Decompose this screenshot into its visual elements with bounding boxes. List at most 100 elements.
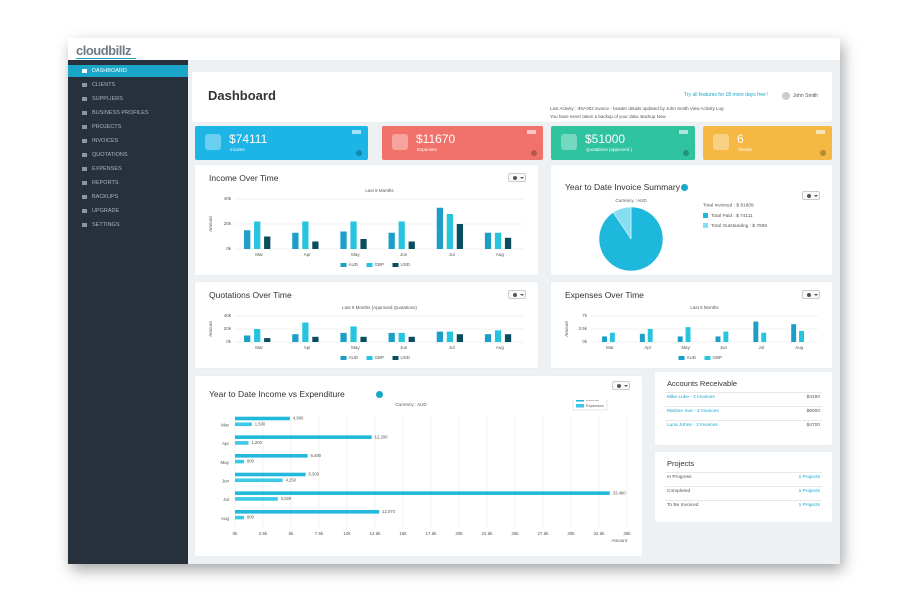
row-label[interactable]: Martine Sue - 2 Invoices <box>667 409 719 414</box>
user-avatar <box>782 92 790 100</box>
legend-swatch <box>340 356 347 360</box>
legend-label: GBP <box>375 355 385 360</box>
row-divider <box>665 420 822 421</box>
sidebar-label[interactable]: INVOICES <box>92 137 119 144</box>
settings-button[interactable] <box>802 290 820 299</box>
sidebar-label[interactable]: BUSINESS PROFILES <box>92 109 149 116</box>
panel-title: Accounts Receivable <box>667 379 738 388</box>
sidebar-item[interactable]: REPORTS <box>68 177 188 189</box>
x-tick-label: 10k <box>343 531 351 536</box>
legend-label: Expenses <box>586 403 604 408</box>
sidebar-label[interactable]: SUPPLIERS <box>92 95 123 102</box>
row-label[interactable]: Mike Luke - 2 Invoices <box>667 395 715 400</box>
row-value: $4700 <box>806 423 820 428</box>
data-label: 6,300 <box>309 472 320 477</box>
gear-icon <box>513 176 517 180</box>
stat-card: 6 Clients <box>703 126 832 160</box>
bar <box>436 331 443 342</box>
sidebar-item[interactable]: SETTINGS <box>68 219 188 231</box>
bar <box>264 236 271 249</box>
data-label: 6,480 <box>311 453 322 458</box>
pie-slice <box>612 206 632 240</box>
y-tick-label: Jun <box>222 479 230 484</box>
data-label: 12,200 <box>375 434 388 439</box>
sidebar-icon <box>82 223 87 227</box>
bar <box>235 472 306 477</box>
x-tick-label: Jun <box>720 345 728 350</box>
sidebar-label[interactable]: BACKUPS <box>92 193 119 200</box>
x-tick-label: May <box>681 345 690 350</box>
sidebar-item[interactable]: BACKUPS <box>68 191 188 203</box>
bar <box>715 336 721 342</box>
sidebar-label[interactable]: REPORTS <box>92 179 119 186</box>
sidebar-item[interactable]: BUSINESS PROFILES <box>68 107 188 119</box>
x-axis-label: Amount <box>611 538 627 543</box>
sidebar-item[interactable]: INVOICES <box>68 135 188 147</box>
bar <box>791 324 797 342</box>
stat-icon <box>205 134 221 150</box>
x-tick-label: 25k <box>511 531 519 536</box>
sidebar-label[interactable]: SETTINGS <box>92 221 120 228</box>
panel-title: Income Over Time <box>209 173 279 183</box>
settings-button[interactable] <box>802 191 820 200</box>
panel: Year to Date Income vs Expenditure Curren… <box>195 376 642 556</box>
y-tick-label: May <box>220 460 229 465</box>
y-tick-label: 0k <box>582 339 588 344</box>
sidebar-item[interactable]: SUPPLIERS <box>68 93 188 105</box>
stat-menu[interactable] <box>527 130 536 134</box>
sidebar-icon <box>82 167 87 171</box>
stat-menu[interactable] <box>816 130 825 134</box>
sidebar-item[interactable]: QUOTATIONS <box>68 149 188 161</box>
y-tick-label: 7k <box>582 313 588 318</box>
sidebar-item[interactable]: DASHBOARD <box>68 65 188 77</box>
bar <box>350 221 357 249</box>
sidebar-label[interactable]: UPGRADE <box>92 207 120 214</box>
y-tick-label: 20k <box>224 221 232 226</box>
sidebar-item[interactable]: EXPENSES <box>68 163 188 175</box>
legend-label: GBP <box>375 262 385 267</box>
chart: Last 6 Months (Approved Quotations) Amoun… <box>208 305 524 360</box>
stat-label: Income <box>230 147 245 152</box>
row-label[interactable]: Luna Johns - 3 Invoices <box>667 423 718 428</box>
settings-button[interactable] <box>508 173 526 182</box>
panel: Year to Date Invoice Summary Currency : A… <box>551 165 832 275</box>
sidebar-label[interactable]: CLIENTS <box>92 81 116 88</box>
chart-subtitle: Last 6 Months <box>690 305 719 310</box>
bar <box>602 336 607 342</box>
sidebar-label[interactable]: PROJECTS <box>92 123 122 130</box>
legend-swatch <box>366 263 373 267</box>
bar <box>504 237 512 249</box>
user-name[interactable]: John Smith <box>793 93 819 99</box>
row-value[interactable]: 1 Projects <box>798 475 820 480</box>
y-tick-label: 0k <box>226 339 232 344</box>
panel: Projects In Progress 1 Projects Completed 1 … <box>655 452 832 522</box>
y-tick-label: 0k <box>226 246 232 251</box>
x-tick-label: Mar <box>255 252 263 257</box>
stat-badge <box>531 150 537 156</box>
settings-button[interactable] <box>612 381 630 390</box>
stat-menu[interactable] <box>352 130 361 134</box>
legend-label: USD <box>401 355 411 360</box>
bar <box>235 422 252 427</box>
sidebar-label[interactable]: EXPENSES <box>92 165 122 172</box>
sidebar-item[interactable]: CLIENTS <box>68 79 188 91</box>
y-tick-label: Mar <box>221 423 229 428</box>
sidebar-item[interactable]: UPGRADE <box>68 205 188 217</box>
y-axis-label: Amount <box>208 215 213 231</box>
bar <box>235 454 308 458</box>
sidebar-item[interactable]: PROJECTS <box>68 121 188 133</box>
stat-label: Quotations (approved ) <box>586 147 633 152</box>
row-value: $4150 <box>806 395 820 400</box>
sidebar-label[interactable]: DASHBOARD <box>92 67 127 74</box>
row-value[interactable]: 1 Projects <box>798 503 820 508</box>
bar <box>484 334 492 342</box>
row-divider <box>665 472 822 473</box>
stat-card: $11670 Expenses <box>382 126 543 160</box>
settings-button[interactable] <box>508 290 526 299</box>
sidebar-label[interactable]: QUOTATIONS <box>92 151 128 158</box>
stat-menu[interactable] <box>679 130 688 134</box>
row-value: $6000 <box>806 409 820 414</box>
trial-link[interactable]: Try all features for 18 more days free ! <box>684 92 769 98</box>
row-value[interactable]: 1 Projects <box>798 489 820 494</box>
gear-icon <box>617 384 621 388</box>
